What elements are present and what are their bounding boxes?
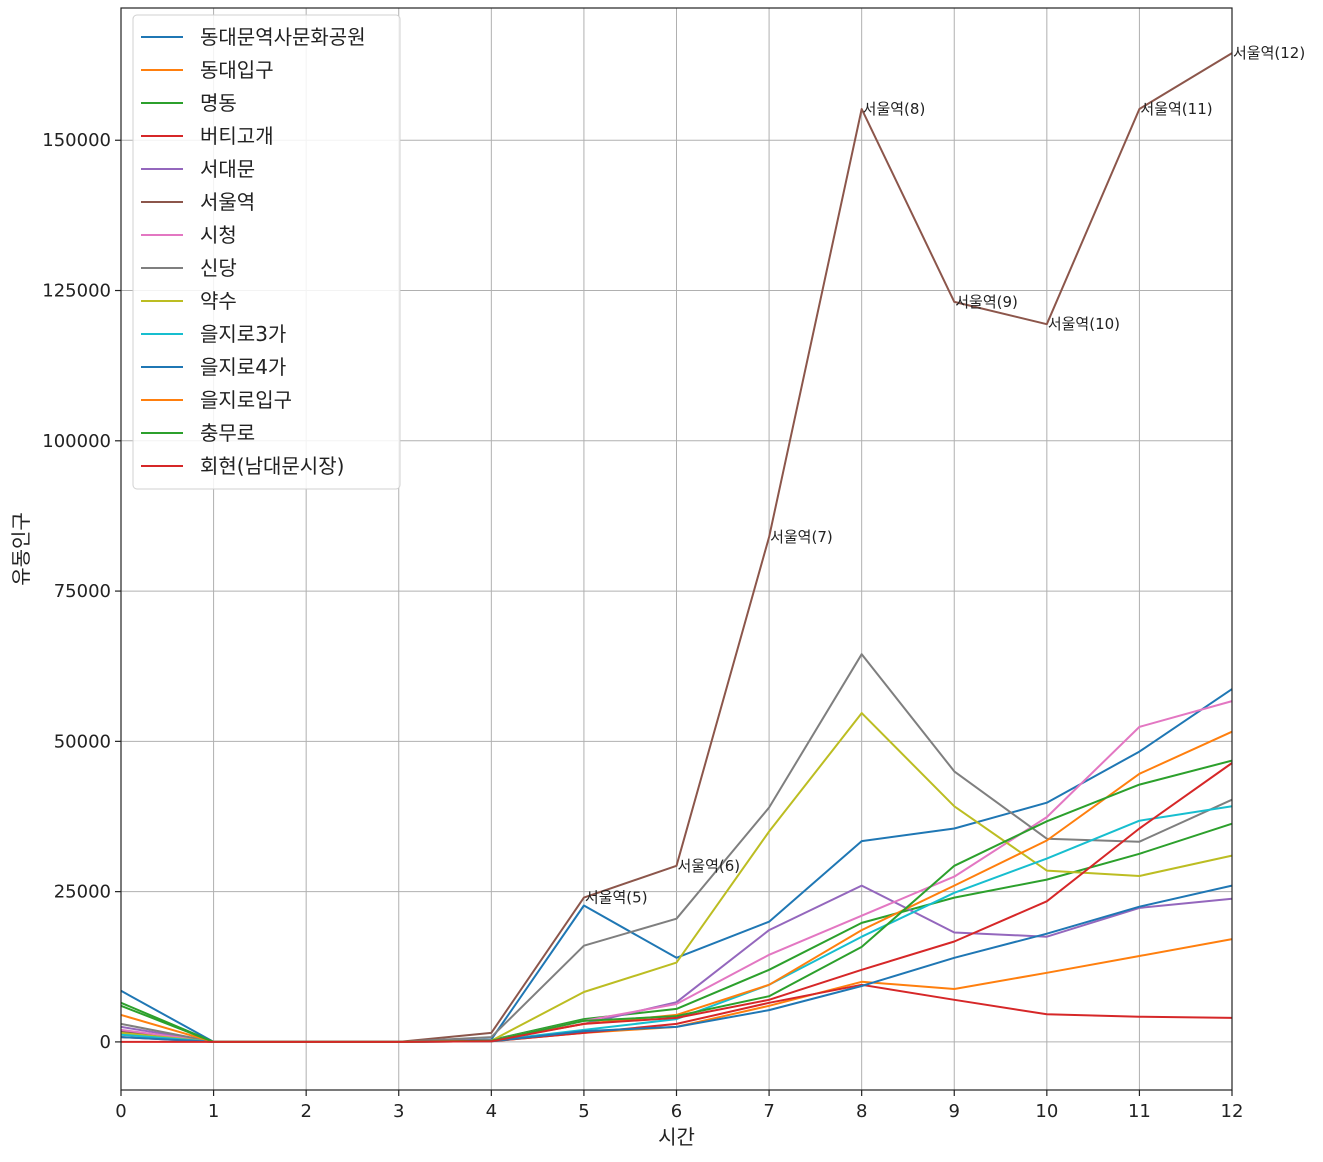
legend-label: 회현(남대문시장) [200, 454, 344, 478]
legend-label: 을지로3가 [200, 322, 286, 346]
x-tick-label: 5 [578, 1101, 589, 1122]
annotation-label: 서울역(12) [1233, 44, 1305, 62]
y-tick-label: 0 [100, 1032, 111, 1053]
legend-label: 동대입구 [200, 58, 274, 82]
legend-label: 서대문 [200, 157, 255, 181]
series-lines [120, 52, 1233, 1043]
x-tick-label: 6 [671, 1101, 682, 1122]
series-line-13 [121, 762, 1233, 1043]
x-tick-label: 12 [1221, 1101, 1244, 1122]
legend-label: 버티고개 [200, 124, 274, 148]
legend-label: 서울역 [200, 190, 255, 214]
annotation-label: 서울역(10) [1048, 315, 1120, 333]
y-tick-label: 75000 [54, 581, 111, 602]
legend-label: 약수 [200, 289, 237, 313]
legend-label: 명동 [200, 91, 237, 115]
x-tick-label: 4 [486, 1101, 497, 1122]
x-tick-label: 0 [115, 1101, 126, 1122]
legend-label: 동대문역사문화공원 [200, 25, 366, 49]
legend-label: 충무로 [200, 421, 255, 445]
annotation-label: 서울역(6) [678, 857, 741, 875]
legend-label: 신당 [200, 256, 237, 280]
y-axis-ticks: 0 25000 50000 75000 100000 125000 150000 [42, 130, 121, 1053]
annotation-label: 서울역(7) [770, 528, 833, 546]
x-tick-label: 9 [949, 1101, 960, 1122]
y-tick-label: 150000 [42, 130, 111, 151]
x-tick-label: 3 [393, 1101, 404, 1122]
x-tick-label: 7 [763, 1101, 774, 1122]
annotation-label: 서울역(9) [955, 293, 1018, 311]
x-axis-label: 시간 [658, 1125, 695, 1149]
y-tick-label: 50000 [54, 731, 111, 752]
x-tick-label: 10 [1035, 1101, 1058, 1122]
x-tick-label: 11 [1128, 1101, 1151, 1122]
legend-label: 을지로4가 [200, 355, 286, 379]
legend-label: 시청 [200, 223, 237, 247]
x-axis-ticks: 0 1 2 3 4 5 6 7 8 9 10 11 12 [115, 1090, 1243, 1122]
y-tick-label: 100000 [42, 431, 111, 452]
annotations: 서울역(5) 서울역(6) 서울역(7) 서울역(8) 서울역(9) 서울역(10) 서울역… [585, 44, 1305, 907]
annotation-label: 서울역(8) [863, 100, 926, 118]
legend-box [132, 14, 401, 490]
annotation-label: 서울역(11) [1140, 100, 1212, 118]
y-tick-label: 125000 [42, 281, 111, 302]
x-tick-label: 8 [856, 1101, 867, 1122]
annotation-label: 서울역(5) [585, 889, 648, 907]
legend-label: 을지로입구 [200, 388, 292, 412]
y-tick-label: 25000 [54, 882, 111, 903]
y-axis-label: 유동인구 [9, 512, 33, 586]
x-tick-label: 2 [300, 1101, 311, 1122]
x-tick-label: 1 [208, 1101, 219, 1122]
legend: 동대문역사문화공원동대입구명동버티고개서대문서울역시청신당약수을지로3가을지로4… [132, 14, 401, 490]
